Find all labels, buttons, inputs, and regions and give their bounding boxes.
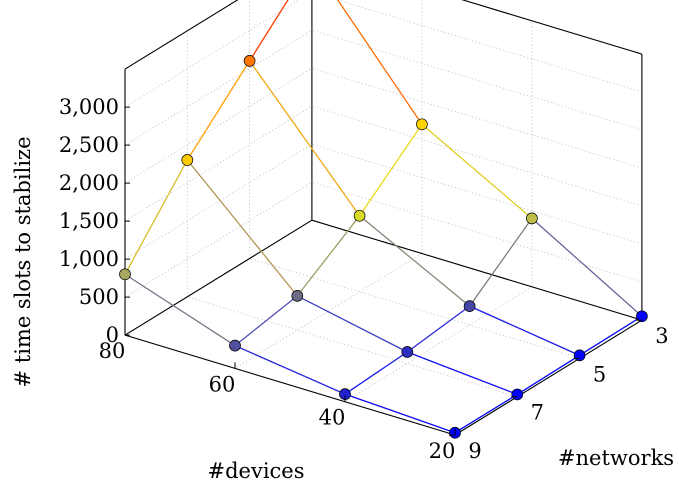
z-tick-label: 3,000 bbox=[59, 95, 119, 119]
box-edge bbox=[124, 334, 456, 436]
data-point bbox=[229, 339, 241, 352]
box-edge bbox=[124, 0, 239, 70]
y-tick-label: 9 bbox=[468, 439, 481, 463]
mesh-line bbox=[469, 218, 533, 307]
z-tick-label: 1,000 bbox=[59, 247, 119, 271]
grid-line bbox=[311, 181, 643, 283]
mesh-line bbox=[336, 0, 423, 125]
grid-line bbox=[234, 253, 423, 369]
data-point bbox=[463, 300, 476, 312]
data-point bbox=[353, 209, 366, 222]
grid-line bbox=[336, 0, 643, 93]
box-frame bbox=[124, 0, 643, 436]
x-tick-label: 60 bbox=[209, 372, 236, 396]
mesh-line bbox=[359, 123, 423, 217]
grid-layer bbox=[124, 0, 643, 436]
data-point bbox=[401, 346, 414, 358]
grid-line bbox=[124, 29, 313, 146]
mesh-line bbox=[249, 0, 289, 62]
mesh-line bbox=[234, 345, 346, 395]
mesh-line bbox=[344, 351, 408, 395]
box-edge bbox=[124, 219, 313, 336]
x-axis-label: #devices bbox=[207, 459, 304, 483]
box-edge bbox=[454, 319, 643, 436]
z-tick-label: 2,000 bbox=[59, 171, 119, 195]
grid-line bbox=[311, 29, 643, 131]
tick-layer: 0 500 1,000 1,500 2,000 2,500 3,000 20 40 60 80 3 5 7… bbox=[59, 95, 669, 463]
z-axis-label: # time slots to stabilize bbox=[11, 136, 35, 387]
mesh-layer bbox=[124, 0, 643, 434]
z-tick-label: 1,500 bbox=[59, 209, 119, 233]
z-tick-label: 0 bbox=[106, 323, 119, 347]
grid-line bbox=[124, 143, 313, 260]
data-point bbox=[573, 349, 586, 362]
mesh-line bbox=[406, 305, 470, 353]
mesh-line bbox=[186, 159, 298, 297]
x-tick-label: 20 bbox=[429, 439, 456, 463]
data-point bbox=[526, 212, 538, 225]
z-tick-label: 500 bbox=[79, 285, 119, 309]
mesh-line bbox=[124, 273, 236, 347]
mesh-line bbox=[454, 393, 518, 434]
data-point bbox=[636, 310, 648, 323]
mesh-line bbox=[359, 215, 471, 307]
grid-line bbox=[311, 67, 643, 169]
x-tick-label: 40 bbox=[319, 406, 346, 430]
mesh-line bbox=[407, 351, 518, 396]
grid-line bbox=[311, 105, 643, 207]
mesh-line bbox=[469, 305, 580, 356]
data-point bbox=[511, 388, 524, 401]
y-tick-label: 7 bbox=[531, 401, 544, 425]
data-point bbox=[416, 118, 428, 131]
data-point bbox=[291, 290, 304, 302]
data-point bbox=[119, 268, 131, 281]
mesh-line bbox=[531, 217, 643, 317]
grid-line bbox=[249, 258, 580, 359]
grid-line bbox=[124, 105, 313, 222]
mesh-line bbox=[234, 295, 298, 347]
mesh-line bbox=[516, 354, 580, 395]
mesh-line bbox=[186, 60, 251, 161]
mesh-line bbox=[296, 215, 361, 297]
mesh-line bbox=[297, 295, 408, 353]
point-layer bbox=[119, 55, 648, 439]
z-tick-label: 2,500 bbox=[59, 133, 119, 157]
grid-line bbox=[124, 67, 313, 184]
grid-line bbox=[124, 181, 313, 298]
data-point bbox=[181, 154, 194, 166]
box-edge bbox=[461, 0, 643, 55]
y-tick-label: 3 bbox=[655, 324, 668, 348]
x-tick-label: 80 bbox=[99, 339, 126, 363]
data-point bbox=[243, 55, 256, 67]
mesh-line bbox=[344, 393, 456, 434]
y-axis-label: #networks bbox=[558, 446, 674, 470]
y-tick-label: 5 bbox=[593, 362, 606, 386]
mesh-line bbox=[124, 159, 188, 275]
grid-line bbox=[124, 0, 300, 108]
grid-line bbox=[311, 143, 643, 245]
mesh-line bbox=[249, 60, 361, 217]
grid-line bbox=[344, 286, 533, 403]
mesh-line bbox=[421, 123, 533, 219]
box-edge bbox=[311, 219, 643, 321]
mesh-line bbox=[579, 315, 643, 356]
